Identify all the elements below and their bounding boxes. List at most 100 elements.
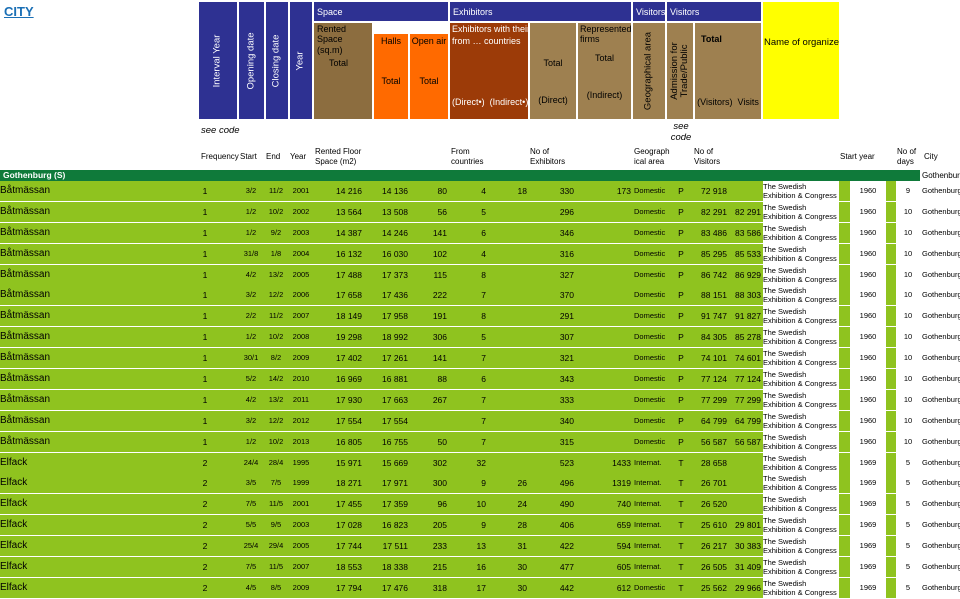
cell-rep: 659 [616,520,631,531]
cell-days: 5 [896,577,920,598]
cell-vis: 26 505 [701,562,727,573]
cell-exhib: 307 [559,332,574,343]
cell-rep [578,285,631,305]
cell-exhib: 346 [559,227,574,238]
cell-freq: 1 [202,332,208,343]
cell-freq: 1 [202,394,208,405]
cell-year: 2008 [292,332,310,342]
cell-sy: 1969 [850,536,886,557]
cell-start: 1/2 [245,436,257,446]
cell-days: 10 [896,327,920,348]
cell-rep [578,202,631,222]
cell-vis: 25 562 [701,582,727,593]
cell-days: 5 [896,452,920,473]
cell-visits: 91 827 [735,311,761,322]
cell-city: Gothenburg [922,369,960,390]
header-rented-total: Rented Space (sq.m) Total [314,23,372,119]
header-exhibitors-own: Exhibitors with their own stands from … … [450,23,528,119]
cell-adm: P [678,206,684,217]
cell-name: Elfack [0,561,28,573]
cell-year: 2007 [292,311,310,321]
cell-start: 7/5 [245,562,257,572]
cell-countries: 9 [481,520,486,531]
cell-days: 5 [896,515,920,536]
cell-direct [488,432,527,452]
cell-year: 2005 [292,269,310,279]
cell-geo: Domestic [634,415,666,425]
cell-adm: P [678,227,684,238]
cell-space: 18 149 [336,311,362,322]
cell-name: Elfack [0,581,28,593]
cell-city: Gothenburg [922,557,960,578]
cell-geo: Domestic [634,582,666,592]
cell-geo: Internat. [634,562,662,572]
cell-city: Gothenburg [922,410,960,431]
cell-rep [578,432,631,452]
cell-freq: 1 [202,227,208,238]
cell-end: 1/8 [270,248,282,258]
cell-city: Gothenburg [922,181,960,201]
cell-space: 17 794 [336,582,362,593]
cell-name: Båtmässan [0,435,51,447]
cell-countries: 6 [481,374,486,385]
cell-space: 17 744 [336,541,362,552]
cell-exhib: 316 [559,248,574,259]
sub-geo-area: Geograph ical area [634,147,670,166]
cell-sy: 1960 [850,369,886,390]
cell-halls: 17 373 [382,269,408,280]
cell-name: Elfack [0,477,28,489]
cell-org: The Swedish Exhibition & Congress Centre [763,181,839,201]
cell-geo: Internat. [634,478,662,488]
cell-days: 5 [896,557,920,578]
sub-start-year: Start year [840,152,875,161]
cell-direct [488,369,527,389]
cell-vis: 56 587 [701,436,727,447]
cell-days: 9 [896,181,920,201]
cell-freq: 1 [202,415,208,426]
sub-year: Year [290,152,307,161]
cell-name: Båtmässan [0,352,51,364]
cell-sy: 1960 [850,285,886,306]
cell-countries: 16 [476,562,486,573]
header-space: Space [314,2,448,21]
cell-geo: Domestic [634,374,666,384]
cell-year: 2003 [292,227,310,237]
cell-name: Elfack [0,519,28,531]
cell-direct [488,348,527,368]
cell-rep: 594 [616,541,631,552]
city-link[interactable]: CITY [4,4,34,19]
cell-visits: 29 966 [735,582,761,593]
cell-end: 14/2 [268,374,284,384]
cell-city: Gothenburg [922,431,960,452]
header-year: Year [290,2,312,119]
cell-direct [488,265,527,285]
cell-geo: Domestic [634,269,666,279]
cell-name: Elfack [0,498,28,510]
cell-geo: Domestic [634,311,666,321]
cell-geo: Internat. [634,541,662,551]
cell-end: 11/5 [268,499,284,509]
cell-end: 11/2 [268,311,284,321]
cell-rep [578,265,631,285]
header-halls: Halls Total [374,34,408,119]
cell-freq: 1 [202,248,208,259]
cell-exhib: 330 [559,186,574,196]
cell-countries: 5 [481,206,486,217]
cell-name: Båtmässan [0,289,51,301]
cell-halls: 17 261 [382,353,408,364]
cell-freq: 2 [202,499,208,510]
cell-start: 1/2 [245,332,257,342]
cell-adm: P [678,269,684,280]
sub-no-visitors: No of Visitors [694,147,721,166]
cell-sy: 1969 [850,515,886,536]
cell-exhib: 343 [559,374,574,385]
cell-name: Båtmässan [0,414,51,426]
cell-year: 2007 [292,562,310,572]
cell-visits [731,494,761,514]
cell-city: Gothenburg [922,243,960,264]
cell-vis: 28 658 [701,457,727,468]
cell-year: 2010 [292,374,310,384]
cell-exhib: 291 [559,311,574,322]
cell-freq: 1 [202,186,208,196]
cell-sy: 1960 [850,431,886,452]
